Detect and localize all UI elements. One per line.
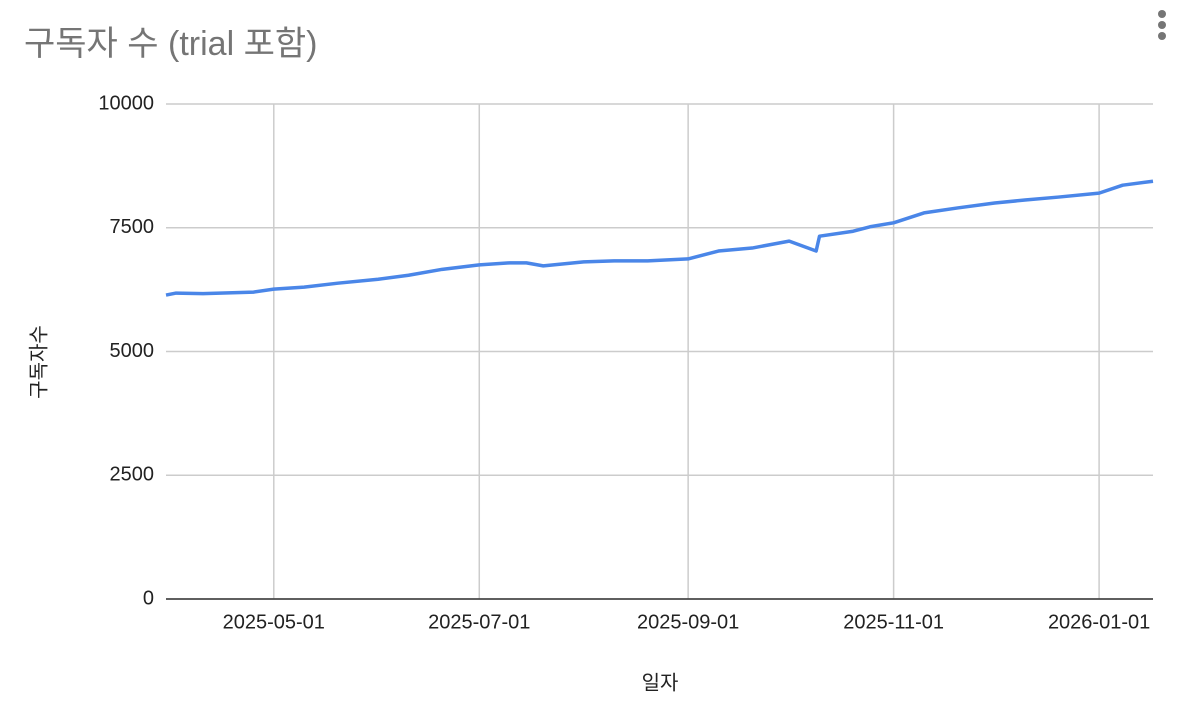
menu-dot — [1158, 21, 1166, 29]
y-axis-label: 구독자수 — [27, 325, 50, 399]
y-tick-label: 0 — [143, 587, 154, 609]
x-tick-label: 2025-05-01 — [223, 611, 325, 633]
x-tick-label: 2025-09-01 — [637, 611, 739, 633]
chart-title: 구독자 수 (trial 포함) — [24, 25, 317, 63]
x-tick-label: 2025-07-01 — [428, 611, 530, 633]
menu-dot — [1158, 10, 1166, 18]
y-tick-label: 7500 — [110, 216, 155, 238]
x-tick-label: 2026-01-01 — [1048, 611, 1150, 633]
x-axis-label: 일자 — [642, 671, 679, 694]
y-tick-label: 2500 — [110, 464, 155, 486]
y-tick-label: 10000 — [98, 92, 154, 114]
x-tick-label: 2025-11-01 — [843, 611, 944, 633]
menu-icon[interactable] — [1158, 10, 1166, 40]
data-line — [165, 179, 1154, 297]
menu-dot — [1158, 32, 1166, 40]
y-tick-label: 5000 — [110, 340, 155, 362]
